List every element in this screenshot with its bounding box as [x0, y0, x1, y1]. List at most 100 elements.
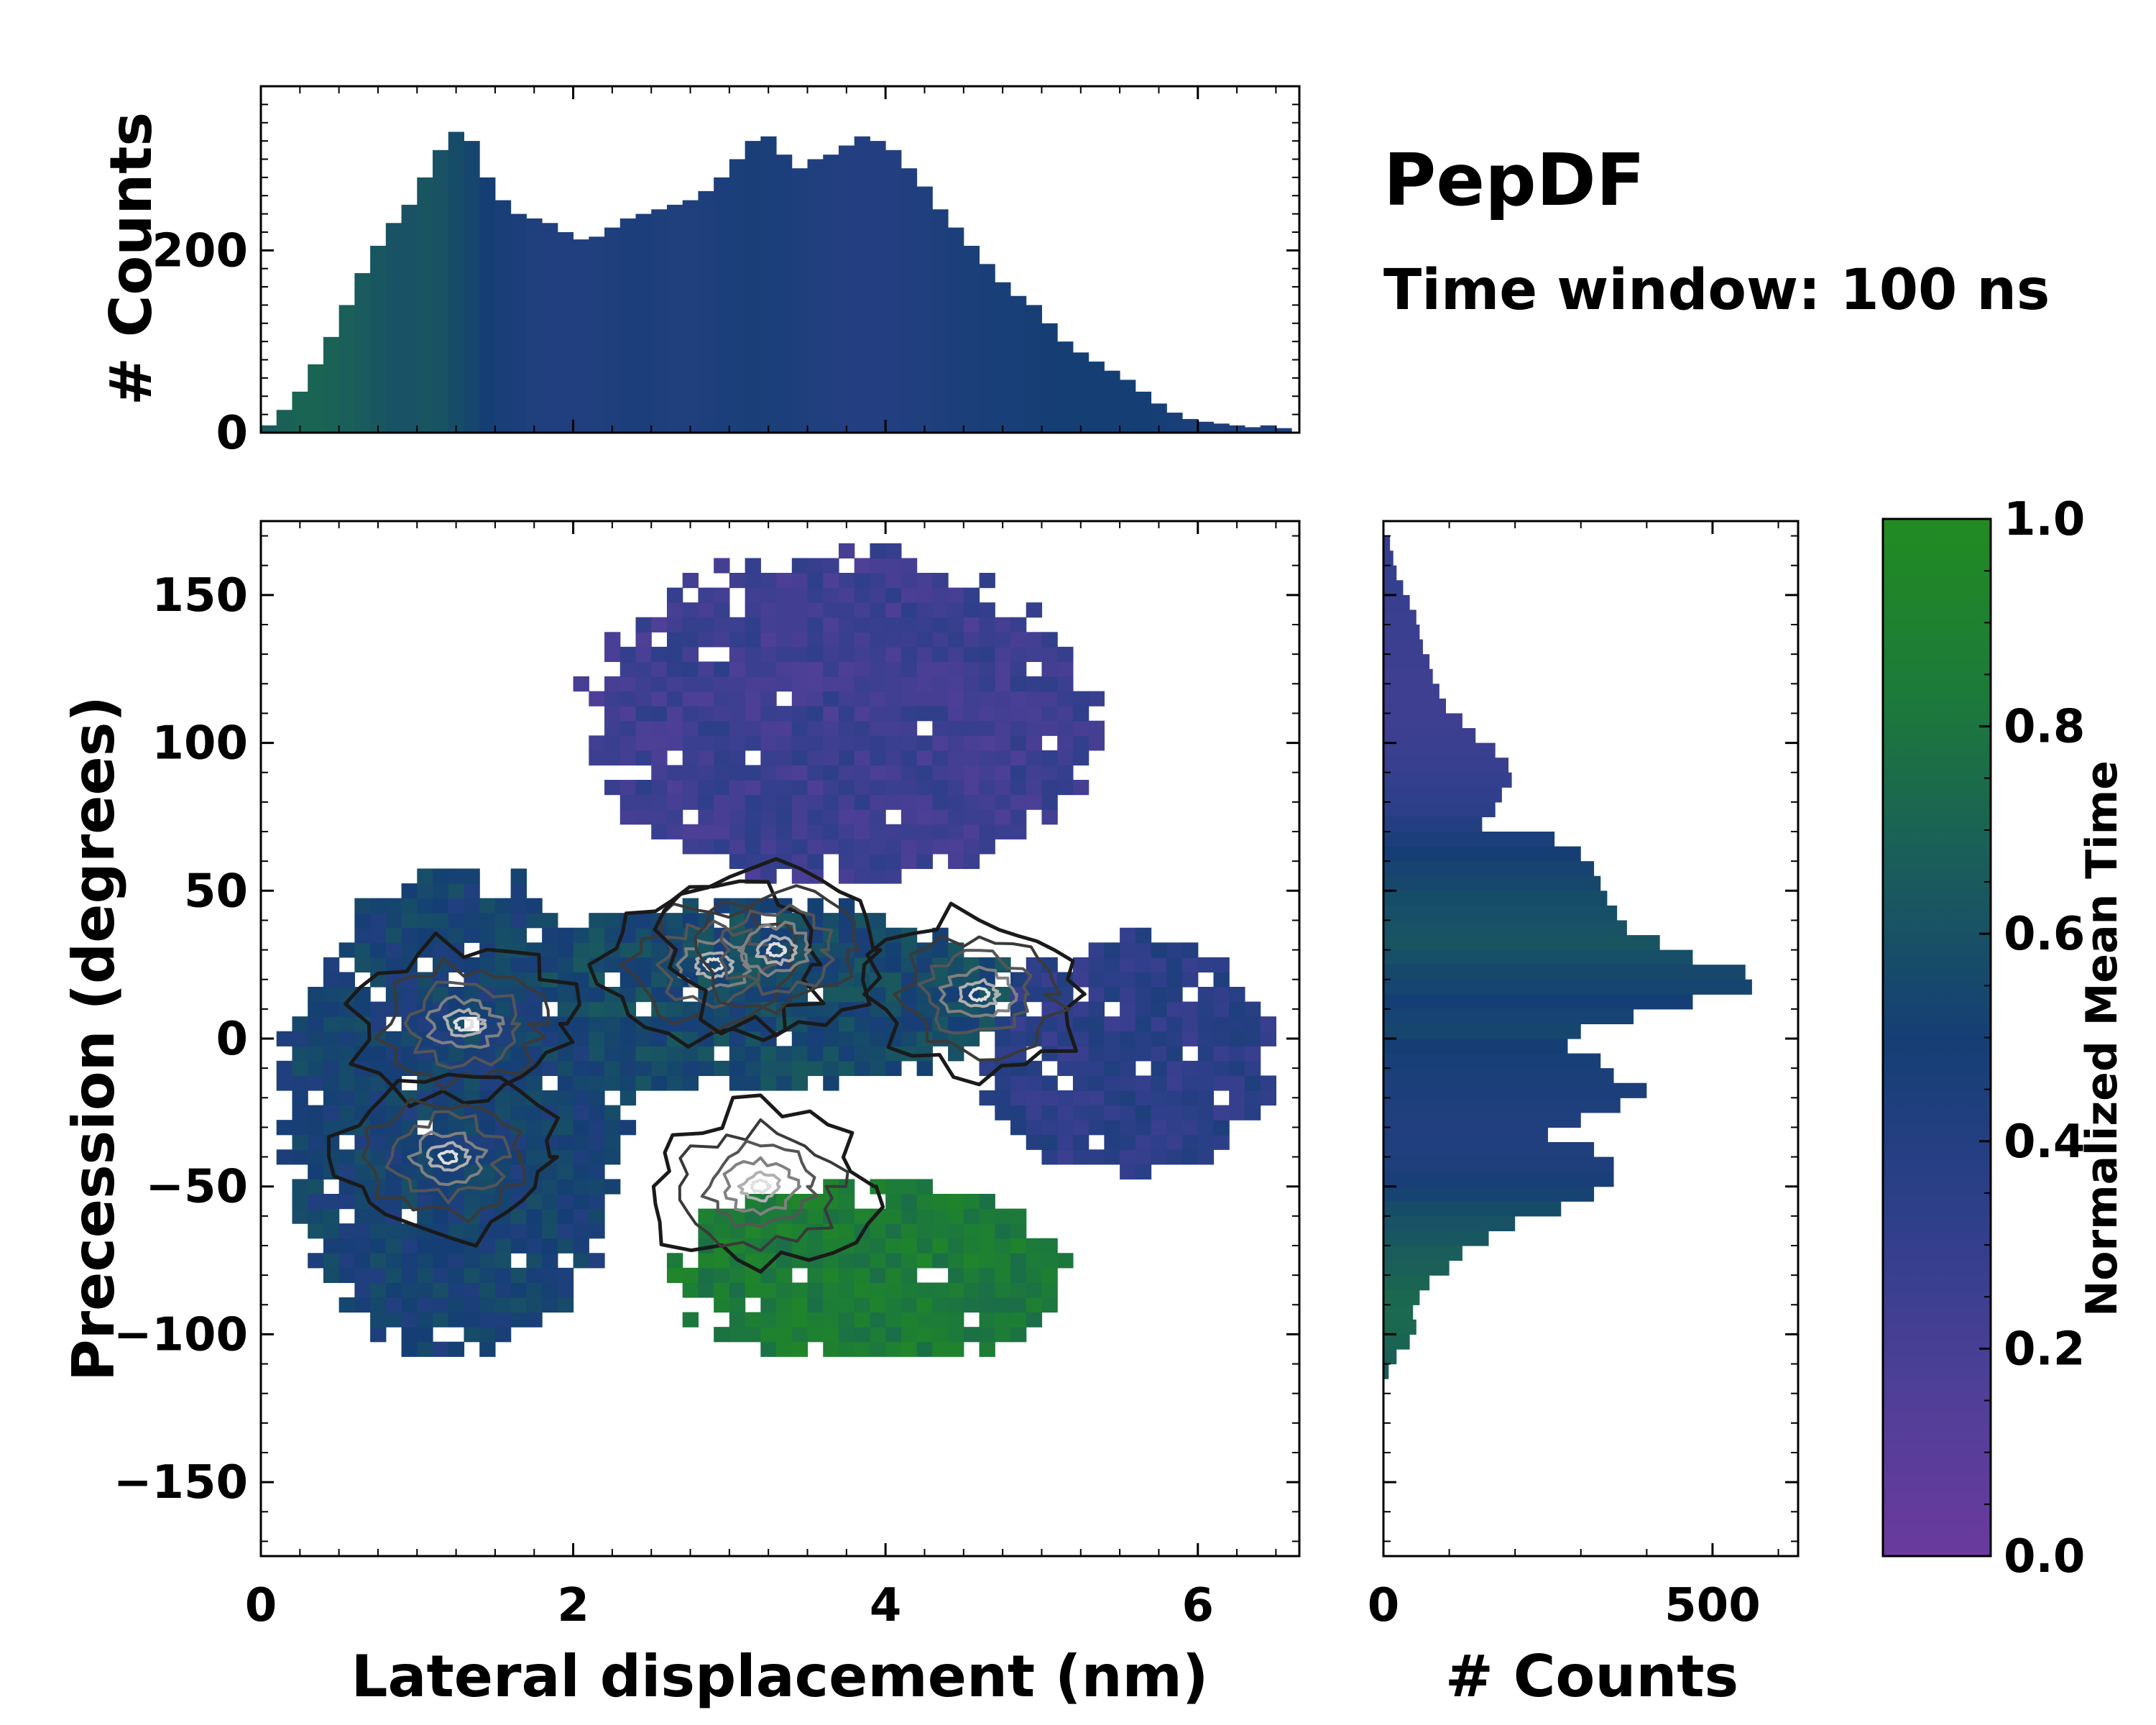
- top-histogram-bar: [510, 213, 527, 433]
- heatmap-cell: [589, 987, 605, 1003]
- density-contour-peak-f: [678, 1118, 849, 1252]
- heatmap-cell: [854, 868, 871, 884]
- heatmap-cell: [542, 1238, 558, 1254]
- heatmap-cell: [417, 868, 433, 884]
- heatmap-cell: [854, 617, 871, 632]
- heatmap-cell: [760, 765, 777, 781]
- heatmap-cell: [542, 1060, 558, 1077]
- heatmap-cell: [604, 1120, 621, 1136]
- heatmap-cell: [932, 987, 949, 1003]
- heatmap-cell: [338, 1238, 355, 1254]
- heatmap-cell: [1010, 1267, 1027, 1284]
- heatmap-cell: [385, 927, 402, 943]
- heatmap-cell: [1072, 1134, 1089, 1150]
- heatmap-cell: [589, 735, 605, 751]
- heatmap-cell: [1072, 1060, 1089, 1077]
- heatmap-cell: [666, 794, 683, 810]
- heatmap-cell: [870, 1223, 886, 1239]
- heatmap-cell: [791, 617, 808, 632]
- heatmap-cell: [791, 573, 808, 589]
- right-histogram-bar: [1383, 1275, 1430, 1291]
- right-histogram-bar: [1383, 1156, 1614, 1172]
- right-histogram-bar: [1383, 905, 1618, 921]
- heatmap-cell: [838, 543, 855, 559]
- heatmap-cell: [854, 853, 871, 870]
- heatmap-cell: [417, 1267, 433, 1284]
- heatmap-cell: [338, 1105, 355, 1121]
- heatmap-cell: [557, 957, 574, 973]
- heatmap-cell: [542, 1223, 558, 1239]
- heatmap-cell: [823, 1253, 839, 1269]
- heatmap-cell: [838, 691, 855, 707]
- heatmap-cell: [963, 676, 980, 692]
- heatmap-cell: [963, 1016, 980, 1032]
- heatmap-cell: [338, 1001, 355, 1017]
- density-contour-peak-c: [676, 937, 752, 993]
- heatmap-cell: [854, 927, 871, 943]
- heatmap-cell: [1104, 1075, 1120, 1091]
- heatmap-cell: [916, 824, 933, 840]
- heatmap-cell: [1197, 1149, 1215, 1165]
- top-histogram-bar: [557, 231, 574, 433]
- heatmap-cell: [1057, 735, 1074, 751]
- heatmap-cell: [1151, 1031, 1167, 1046]
- heatmap-cell: [557, 1001, 574, 1017]
- heatmap-cell: [791, 1075, 808, 1091]
- heatmap-cell: [979, 809, 995, 825]
- heatmap-cell: [682, 794, 699, 810]
- heatmap-cell: [682, 661, 699, 677]
- heatmap-cell: [448, 957, 465, 973]
- heatmap-cell: [885, 661, 902, 677]
- heatmap-cell: [900, 691, 918, 707]
- heatmap-cell: [1151, 1149, 1167, 1165]
- heatmap-cell: [526, 1001, 543, 1017]
- heatmap-cell: [479, 1282, 496, 1298]
- heatmap-cell: [995, 1090, 1011, 1106]
- heatmap-cell: [666, 1046, 683, 1062]
- right-histogram-bar: [1383, 846, 1581, 862]
- heatmap-cell: [1026, 735, 1043, 751]
- heatmap-cell: [589, 1134, 605, 1150]
- heatmap-cell: [417, 1282, 433, 1298]
- density-contour-peak-f: [651, 1093, 885, 1274]
- heatmap-cell: [948, 794, 964, 810]
- heatmap-cell: [932, 691, 949, 707]
- heatmap-cell: [776, 794, 793, 810]
- heatmap-cell: [1120, 1134, 1136, 1150]
- heatmap-cell: [932, 1238, 949, 1254]
- heatmap-cell: [1026, 646, 1043, 663]
- heatmap-cell: [338, 1031, 355, 1046]
- heatmap-cell: [354, 1075, 371, 1091]
- density-contour-peak-b: [407, 1130, 489, 1187]
- right-histogram-bar: [1383, 1201, 1562, 1217]
- heatmap-cell: [338, 1223, 355, 1239]
- heatmap-cell: [308, 1120, 324, 1136]
- heatmap-cell: [698, 1282, 714, 1298]
- main-ylabel: Precession (degrees): [60, 696, 127, 1381]
- top-histogram-frame: [259, 85, 1301, 434]
- heatmap-cell: [995, 824, 1011, 840]
- heatmap-cell: [932, 972, 949, 988]
- heatmap-cell: [417, 898, 433, 914]
- heatmap-cell: [1151, 1046, 1167, 1062]
- heatmap-cell: [1057, 1046, 1074, 1062]
- heatmap-cell: [385, 1046, 402, 1062]
- heatmap-cell: [479, 1164, 496, 1180]
- heatmap-cell: [1104, 1016, 1120, 1032]
- heatmap-cell: [900, 1238, 918, 1254]
- heatmap-cell: [1166, 987, 1183, 1003]
- heatmap-cell: [838, 853, 855, 870]
- heatmap-cell: [433, 1312, 449, 1328]
- top-histogram-bar: [573, 239, 589, 433]
- heatmap-cell: [963, 1253, 980, 1269]
- heatmap-cell: [526, 913, 543, 929]
- right-histogram-bar: [1383, 684, 1439, 699]
- heatmap-cell: [932, 750, 949, 766]
- heatmap-cell: [1026, 1134, 1043, 1150]
- heatmap-cell: [589, 1253, 605, 1269]
- heatmap-cell: [619, 735, 637, 751]
- heatmap-cell: [604, 1060, 621, 1077]
- heatmap-cell: [729, 646, 746, 663]
- heatmap-cell: [948, 1341, 964, 1357]
- heatmap-cell: [635, 661, 652, 677]
